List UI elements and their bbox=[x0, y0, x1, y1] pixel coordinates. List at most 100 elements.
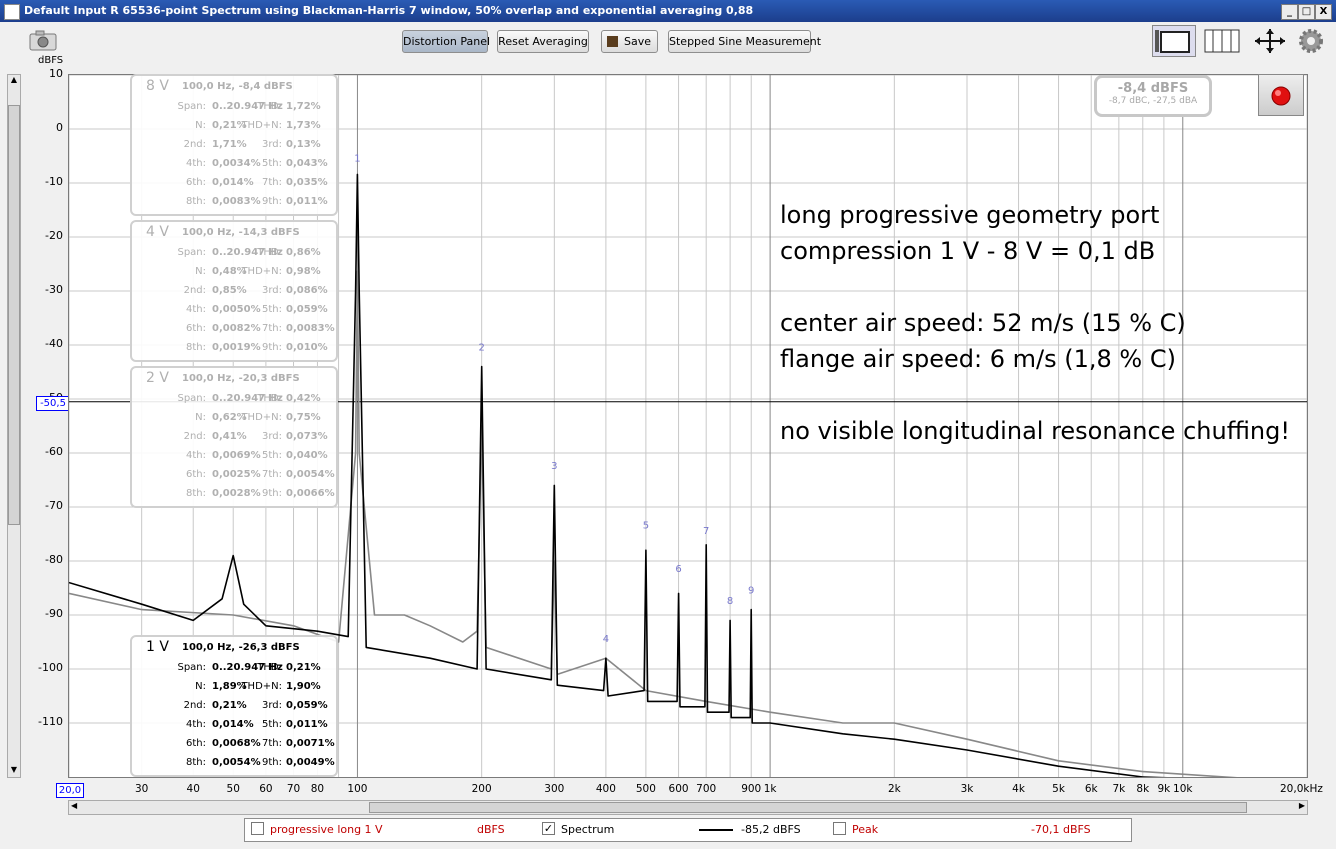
y-tick-label: -60 bbox=[45, 445, 63, 458]
x-tick-label: 400 bbox=[595, 783, 616, 795]
horizontal-scrollbar[interactable]: ◀ ▶ bbox=[68, 800, 1308, 815]
panel-cell: 8th: bbox=[186, 757, 206, 768]
panel-cell: Span: bbox=[177, 101, 206, 112]
scroll-up-icon[interactable]: ▲ bbox=[10, 75, 18, 84]
panel-cell: 0,0083% bbox=[286, 323, 335, 334]
x-tick-label: 70 bbox=[286, 783, 301, 795]
panel-row: Span: 0..20.947 Hz THD: 0,42% bbox=[132, 393, 336, 412]
annotation-line-5: no visible longitudinal resonance chuffi… bbox=[780, 417, 1290, 445]
peak-value: -70,1 dBFS bbox=[1031, 823, 1091, 836]
harmonic-marker: 1 bbox=[354, 153, 360, 164]
harmonic-marker: 2 bbox=[478, 342, 484, 353]
spectrum-checkbox[interactable]: ✓ bbox=[542, 822, 555, 835]
scroll-left-icon[interactable]: ◀ bbox=[71, 801, 78, 810]
panel-voltage: 1 V bbox=[146, 639, 169, 655]
columns-icon[interactable] bbox=[1204, 28, 1240, 54]
panel-cell: 6th: bbox=[186, 738, 206, 749]
x-tick-label: 7k bbox=[1112, 783, 1126, 795]
panel-cell: 0..20.947 Hz bbox=[212, 101, 283, 112]
panel-summary: 100,0 Hz, -26,3 dBFS bbox=[182, 642, 300, 653]
legend-bar: progressive long 1 V dBFS ✓ Spectrum -85… bbox=[244, 818, 1132, 842]
panel-cell: 6th: bbox=[186, 469, 206, 480]
x-tick-label: 700 bbox=[696, 783, 717, 795]
x-tick-label: 9k bbox=[1157, 783, 1171, 795]
panel-cell: 0,0019% bbox=[212, 342, 261, 353]
panel-cell: THD: bbox=[257, 247, 282, 258]
y-tick-label: -10 bbox=[45, 175, 63, 188]
scroll-right-icon[interactable]: ▶ bbox=[1298, 801, 1305, 810]
panel-cell: 0,62% bbox=[212, 412, 247, 423]
panel-cell: 1,72% bbox=[286, 101, 321, 112]
trace1-checkbox[interactable] bbox=[251, 822, 264, 835]
panel-cell: 7th: bbox=[262, 323, 282, 334]
gear-icon[interactable] bbox=[1298, 28, 1324, 54]
panel-cell: 2nd: bbox=[183, 700, 206, 711]
panel-cell: 3rd: bbox=[261, 139, 282, 150]
x-tick-label: 60 bbox=[259, 783, 273, 795]
close-button[interactable]: X bbox=[1315, 4, 1332, 20]
panel-cell: THD: bbox=[257, 662, 282, 673]
horizontal-scroll-thumb[interactable] bbox=[369, 802, 1247, 813]
vertical-scroll-thumb[interactable] bbox=[8, 105, 20, 525]
x-tick-label: 600 bbox=[668, 783, 689, 795]
vertical-scrollbar[interactable]: ▲ ▼ bbox=[7, 74, 21, 778]
panel-cell: 0,75% bbox=[286, 412, 321, 423]
minimize-button[interactable]: _ bbox=[1281, 4, 1298, 20]
panel-row: 6th: 0,0068% 7th: 0,0071% bbox=[132, 738, 336, 757]
panel-cell: 0,21% bbox=[212, 120, 247, 131]
panel-row: N: 0,21% THD+N: 1,73% bbox=[132, 120, 336, 139]
panel-row: Span: 0..20.947 Hz THD: 1,72% bbox=[132, 101, 336, 120]
panel-cell: Span: bbox=[177, 393, 206, 404]
panel-cell: 7th: bbox=[262, 469, 282, 480]
distortion-panel-8v: 8 V 100,0 Hz, -8,4 dBFS Span: 0..20.947 Hz T… bbox=[130, 74, 338, 216]
distortion-panel-button[interactable]: Distortion Panel bbox=[402, 30, 490, 53]
distortion-panel-1v: 1 V 100,0 Hz, -26,3 dBFS Span: 0..20.947 Hz… bbox=[130, 635, 338, 777]
y-tick-label: 0 bbox=[56, 121, 63, 134]
panel-cell: 0,41% bbox=[212, 431, 247, 442]
panel-cell: 0,0050% bbox=[212, 304, 261, 315]
panel-cell: 4th: bbox=[186, 158, 206, 169]
window-title: Default Input R 65536-point Spectrum usi… bbox=[24, 4, 754, 17]
x-tick-label: 6k bbox=[1084, 783, 1098, 795]
panel-cell: 9th: bbox=[262, 757, 282, 768]
x-tick-label: 900 bbox=[741, 783, 762, 795]
x-tick-label: 40 bbox=[186, 783, 200, 795]
maximize-button[interactable]: □ bbox=[1298, 4, 1315, 20]
graph-layout-icon[interactable] bbox=[1152, 25, 1196, 57]
reset-averaging-button[interactable]: Reset Averaging bbox=[497, 30, 589, 53]
spectrum-series-line bbox=[68, 173, 1308, 784]
panel-row: N: 0,62% THD+N: 0,75% bbox=[132, 412, 336, 431]
panel-cell: 5th: bbox=[262, 450, 282, 461]
harmonic-marker: 3 bbox=[551, 461, 557, 472]
trace1-unit: dBFS bbox=[477, 823, 505, 836]
panel-cell: 0,010% bbox=[286, 342, 328, 353]
x-tick-label: 10k bbox=[1173, 783, 1193, 795]
stepped-sine-button[interactable]: Stepped Sine Measurement bbox=[668, 30, 821, 53]
x-tick-label: 500 bbox=[635, 783, 656, 795]
save-button[interactable]: Save bbox=[601, 30, 658, 53]
y-tick-label: 10 bbox=[49, 67, 63, 80]
panel-cell: 9th: bbox=[262, 342, 282, 353]
camera-icon[interactable] bbox=[28, 28, 58, 52]
peak-label: Peak bbox=[852, 823, 879, 836]
y-tick-label: -90 bbox=[45, 607, 63, 620]
panel-cell: 6th: bbox=[186, 177, 206, 188]
fit-arrows-icon[interactable] bbox=[1252, 27, 1288, 55]
panel-cell: 0,043% bbox=[286, 158, 328, 169]
panel-row: 6th: 0,0025% 7th: 0,0054% bbox=[132, 469, 336, 488]
panel-cell: 5th: bbox=[262, 158, 282, 169]
scroll-down-icon[interactable]: ▼ bbox=[10, 765, 18, 774]
panel-cell: 0,0068% bbox=[212, 738, 261, 749]
harmonic-marker: 9 bbox=[748, 585, 754, 596]
panel-cell: 0..20.947 Hz bbox=[212, 247, 283, 258]
save-icon bbox=[607, 36, 618, 47]
panel-cell: 0,98% bbox=[286, 266, 321, 277]
panel-cell: 7th: bbox=[262, 177, 282, 188]
record-button[interactable] bbox=[1258, 74, 1304, 116]
panel-cell: 0,0071% bbox=[286, 738, 335, 749]
panel-row: 6th: 0,014% 7th: 0,035% bbox=[132, 177, 336, 196]
panel-cell: N: bbox=[195, 120, 206, 131]
panel-cell: 1,71% bbox=[212, 139, 247, 150]
peak-checkbox[interactable] bbox=[833, 822, 846, 835]
x-tick-label: 300 bbox=[544, 783, 565, 795]
